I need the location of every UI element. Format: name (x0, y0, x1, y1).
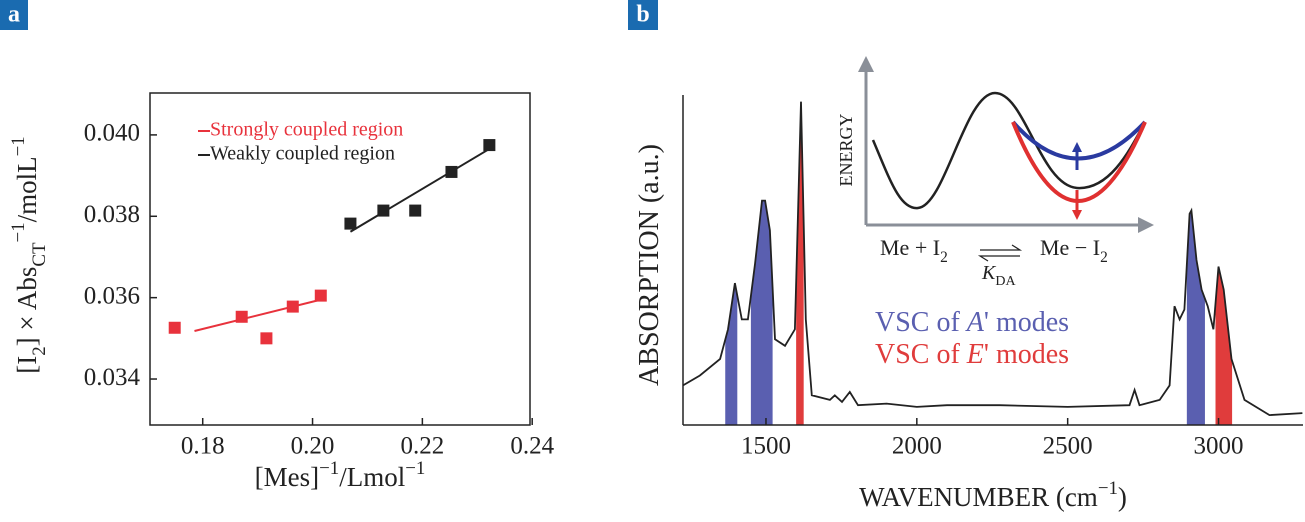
y-tick-label: 0.038 (84, 201, 140, 228)
y-tick-label: 0.040 (84, 120, 140, 147)
panel-label: b (636, 2, 649, 28)
text-part: ] × Abs (12, 267, 42, 347)
text-part: E (966, 339, 984, 370)
inset-product: Me − I2 (1040, 235, 1108, 266)
text-part: ) (1118, 482, 1127, 512)
text-part: A (965, 307, 985, 338)
panel-badge (628, 0, 658, 30)
energy-curve-upper (1011, 120, 1147, 161)
text-part: ' modes (984, 339, 1069, 370)
text-part: −1 (319, 458, 339, 479)
point (168, 321, 181, 334)
y-axis-label: ABSORPTION (a.u.) (634, 144, 665, 386)
band (1215, 266, 1233, 425)
text-part: VSC of (875, 307, 967, 338)
y-axis-label: [I2] × AbsCT−1/molL−1 (8, 136, 50, 374)
text-part: /molL (12, 156, 42, 222)
plot-frame (149, 92, 531, 426)
inset-ylabel: ENERGY (836, 114, 856, 187)
point (260, 332, 273, 345)
fit-line (194, 298, 323, 332)
x-tick-label: 2500 (1043, 433, 1093, 460)
panel-badge (0, 0, 28, 30)
legend-label: VSC of A' modes (875, 307, 1069, 338)
legend-label: Weakly coupled region (210, 143, 395, 165)
band (796, 101, 804, 425)
text-part: [Mes] (255, 462, 319, 492)
fit-line (349, 147, 492, 233)
band (1186, 210, 1205, 425)
legend-label: Strongly coupled region (210, 119, 403, 141)
arrow-head (858, 56, 874, 72)
text-part: −1 (1098, 478, 1118, 499)
text-part: 2 (29, 346, 50, 355)
x-tick-label: 2000 (892, 433, 942, 460)
point (445, 165, 458, 178)
text-part: Me + I (880, 235, 940, 260)
text-part: 2 (1100, 249, 1108, 266)
text-part: ' modes (984, 307, 1069, 338)
text-part: 2 (940, 249, 948, 266)
inset-reactant: Me + I2 (880, 235, 948, 266)
equilibrium-arrows (977, 244, 1023, 262)
text-part: −1 (405, 458, 425, 479)
inset (858, 56, 1154, 262)
text-part: −1 (8, 222, 29, 242)
text-part: CT (29, 242, 50, 267)
text-part: K (981, 262, 997, 284)
arrow-head (1072, 210, 1082, 220)
text-part: −1 (8, 136, 29, 156)
point (377, 204, 390, 217)
x-tick-label: 0.20 (291, 433, 335, 460)
point (314, 289, 327, 302)
x-tick-label: 0.18 (181, 433, 225, 460)
x-tick-label: 3000 (1194, 433, 1244, 460)
point (235, 310, 248, 323)
point (483, 139, 496, 152)
text-part: DA (995, 274, 1016, 289)
text-part: [I (12, 356, 42, 374)
inset-constant: KDA (981, 262, 1016, 289)
text-part: /Lmol (339, 462, 405, 492)
arrow-head (1138, 217, 1154, 233)
arrow-head (1072, 142, 1082, 152)
text-part: Me − I (1040, 235, 1100, 260)
point (409, 204, 422, 217)
text-part: VSC of (875, 339, 967, 370)
x-axis-label: WAVENUMBER (cm−1) (859, 478, 1127, 512)
x-tick-label: 0.24 (510, 433, 554, 460)
band (725, 283, 738, 425)
y-tick-label: 0.036 (84, 282, 140, 309)
text-part: WAVENUMBER (cm (859, 482, 1098, 512)
spectrum (682, 101, 1303, 417)
legend-label: VSC of E' modes (875, 339, 1069, 370)
x-tick-label: 0.22 (400, 433, 444, 460)
y-tick-label: 0.034 (84, 364, 141, 391)
point (344, 217, 357, 230)
panel-label: a (8, 2, 20, 28)
energy-curve (871, 91, 1147, 210)
x-axis-label: [Mes]−1/Lmol−1 (255, 458, 426, 492)
x-tick-label: 1500 (741, 433, 791, 460)
point (286, 300, 299, 313)
text-part: ABSORPTION (a.u.) (634, 144, 665, 386)
